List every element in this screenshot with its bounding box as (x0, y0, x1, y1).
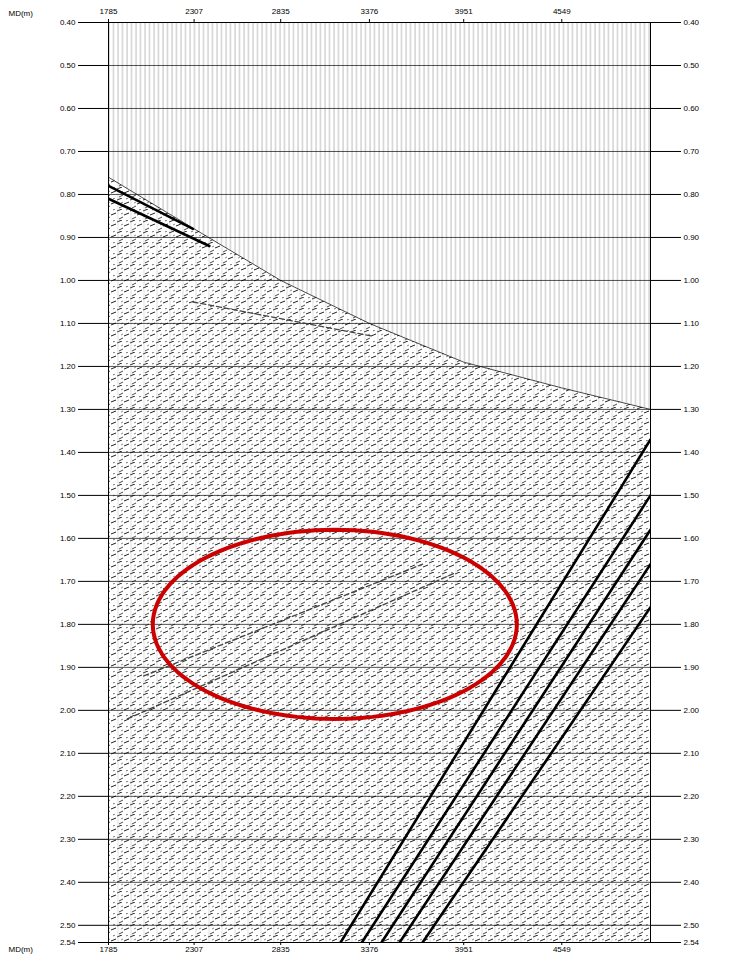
svg-text:2307: 2307 (185, 945, 203, 954)
svg-text:1.30: 1.30 (684, 405, 700, 414)
svg-text:2.50: 2.50 (60, 921, 76, 930)
svg-text:0.70: 0.70 (60, 147, 76, 156)
svg-text:2.20: 2.20 (684, 792, 700, 801)
svg-text:3376: 3376 (361, 7, 379, 16)
svg-text:0.40: 0.40 (60, 18, 76, 27)
svg-text:1.00: 1.00 (684, 276, 700, 285)
svg-text:1.10: 1.10 (684, 319, 700, 328)
svg-text:MD(m): MD(m) (9, 945, 34, 954)
svg-text:3376: 3376 (361, 945, 379, 954)
svg-text:2.54: 2.54 (60, 938, 76, 947)
svg-text:2.00: 2.00 (60, 706, 76, 715)
svg-text:1.00: 1.00 (60, 276, 76, 285)
svg-text:1.30: 1.30 (60, 405, 76, 414)
svg-text:2835: 2835 (272, 7, 290, 16)
svg-text:1.70: 1.70 (60, 577, 76, 586)
svg-text:2835: 2835 (272, 945, 290, 954)
svg-text:1.90: 1.90 (60, 663, 76, 672)
svg-text:1.50: 1.50 (60, 491, 76, 500)
svg-text:2.20: 2.20 (60, 792, 76, 801)
svg-text:2307: 2307 (185, 7, 203, 16)
svg-text:1.10: 1.10 (60, 319, 76, 328)
svg-text:1.70: 1.70 (684, 577, 700, 586)
svg-text:2.30: 2.30 (60, 835, 76, 844)
svg-text:2.10: 2.10 (684, 749, 700, 758)
svg-text:2.50: 2.50 (684, 921, 700, 930)
svg-text:0.80: 0.80 (684, 190, 700, 199)
svg-text:0.40: 0.40 (684, 18, 700, 27)
svg-text:0.50: 0.50 (684, 61, 700, 70)
svg-text:1.60: 1.60 (60, 534, 76, 543)
svg-text:0.90: 0.90 (684, 233, 700, 242)
svg-text:4549: 4549 (553, 945, 571, 954)
svg-text:4549: 4549 (553, 7, 571, 16)
svg-text:2.40: 2.40 (60, 878, 76, 887)
svg-text:2.30: 2.30 (684, 835, 700, 844)
svg-text:0.80: 0.80 (60, 190, 76, 199)
svg-text:0.90: 0.90 (60, 233, 76, 242)
svg-text:1.80: 1.80 (60, 620, 76, 629)
svg-text:1.80: 1.80 (684, 620, 700, 629)
svg-text:1.50: 1.50 (684, 491, 700, 500)
svg-text:2.54: 2.54 (684, 938, 700, 947)
svg-text:2.00: 2.00 (684, 706, 700, 715)
svg-text:1.40: 1.40 (60, 448, 76, 457)
svg-text:1.60: 1.60 (684, 534, 700, 543)
svg-text:1.90: 1.90 (684, 663, 700, 672)
svg-text:1785: 1785 (100, 7, 118, 16)
svg-text:1.40: 1.40 (684, 448, 700, 457)
svg-text:MD(m): MD(m) (9, 9, 34, 18)
svg-text:1785: 1785 (100, 945, 118, 954)
svg-text:1.20: 1.20 (684, 362, 700, 371)
svg-text:3951: 3951 (455, 7, 473, 16)
svg-text:2.10: 2.10 (60, 749, 76, 758)
svg-text:0.60: 0.60 (684, 104, 700, 113)
svg-text:3951: 3951 (455, 945, 473, 954)
svg-text:0.50: 0.50 (60, 61, 76, 70)
svg-text:2.40: 2.40 (684, 878, 700, 887)
svg-text:0.60: 0.60 (60, 104, 76, 113)
svg-text:1.20: 1.20 (60, 362, 76, 371)
svg-text:0.70: 0.70 (684, 147, 700, 156)
